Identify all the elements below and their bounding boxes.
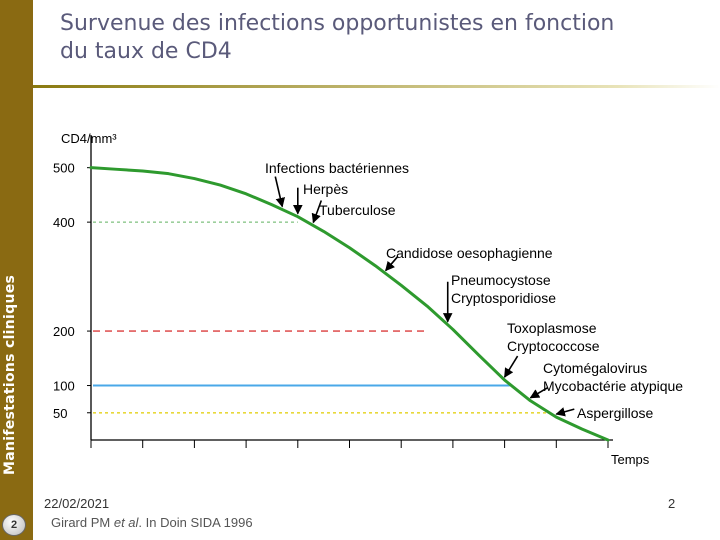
annotation-label: Mycobactérie atypique bbox=[543, 378, 683, 394]
annotation-label: Candidose oesophagienne bbox=[386, 245, 553, 261]
annotation-label: Toxoplasmose bbox=[507, 320, 597, 336]
y-tick-label-100: 100 bbox=[53, 379, 75, 394]
annotation-arrow-icon bbox=[529, 387, 548, 399]
title-line-2: du taux de CD4 bbox=[60, 39, 232, 64]
reference-lines bbox=[93, 221, 546, 414]
sidebar-section-label: Manifestations cliniques bbox=[2, 275, 32, 475]
footer-date: 22/02/2021 bbox=[44, 496, 110, 511]
y-axis-label: CD4/mm³ bbox=[61, 131, 117, 146]
annotation-label: Aspergillose bbox=[577, 405, 653, 421]
citation-authors: Girard PM bbox=[51, 515, 114, 530]
annotation-arrow-icon bbox=[385, 256, 399, 272]
y-tick-label-400: 400 bbox=[53, 215, 75, 230]
slide-number-badge: 2 bbox=[2, 514, 26, 536]
slide-title: Survenue des infections opportunistes en… bbox=[60, 10, 700, 66]
title-line-1: Survenue des infections opportunistes en… bbox=[60, 11, 615, 36]
y-tick-label-50: 50 bbox=[53, 406, 67, 421]
annotation-label: Cryptosporidiose bbox=[451, 290, 556, 306]
annotation-label: Infections bactériennes bbox=[265, 160, 409, 176]
annotation-arrow-icon bbox=[503, 355, 519, 378]
annotations: Infections bactériennes Herpès Tuberculose… bbox=[265, 160, 683, 421]
y-tick-label-500: 500 bbox=[53, 161, 75, 176]
annotation-label: Pneumocystose bbox=[451, 272, 551, 288]
citation: Girard PM et al. In Doin SIDA 1996 bbox=[51, 515, 253, 530]
annotation-label: Herpès bbox=[303, 181, 348, 197]
annotation-label: Tuberculose bbox=[319, 202, 396, 218]
y-tick-label-200: 200 bbox=[53, 324, 75, 339]
annotation-arrow-icon bbox=[311, 200, 323, 224]
citation-source: . In Doin SIDA 1996 bbox=[138, 515, 253, 530]
annotation-label: Cytomégalovirus bbox=[543, 360, 647, 376]
axes: 500 400 200 100 50 bbox=[53, 135, 613, 448]
title-divider bbox=[33, 85, 720, 88]
citation-etal: et al bbox=[113, 515, 139, 530]
cd4-chart: 500 400 200 100 50 Infections bactériennes He… bbox=[53, 131, 683, 467]
annotation-label: Cryptococcose bbox=[507, 338, 600, 354]
annotation-arrow-icon bbox=[274, 176, 286, 208]
series-lines bbox=[89, 166, 610, 442]
x-axis-label: Temps bbox=[611, 452, 650, 467]
series-line-cd4 bbox=[89, 166, 610, 442]
footer-page-number: 2 bbox=[668, 496, 676, 511]
annotation-arrow-icon bbox=[555, 407, 575, 417]
sidebar-band bbox=[0, 0, 33, 540]
